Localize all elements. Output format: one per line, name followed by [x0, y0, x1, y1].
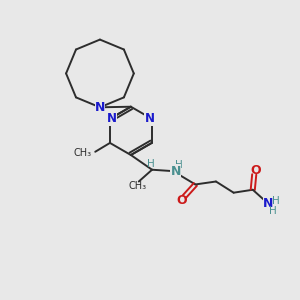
Text: O: O	[176, 194, 187, 207]
Text: O: O	[250, 164, 261, 177]
Text: H: H	[147, 159, 154, 169]
Text: N: N	[145, 112, 155, 125]
Text: N: N	[95, 101, 105, 114]
Text: CH₃: CH₃	[73, 148, 92, 158]
Text: H: H	[272, 196, 280, 206]
Text: H: H	[175, 160, 182, 170]
Text: H: H	[269, 206, 277, 216]
Text: CH₃: CH₃	[128, 181, 146, 191]
Text: N: N	[170, 165, 181, 178]
Text: N: N	[107, 112, 117, 125]
Text: N: N	[263, 197, 273, 210]
